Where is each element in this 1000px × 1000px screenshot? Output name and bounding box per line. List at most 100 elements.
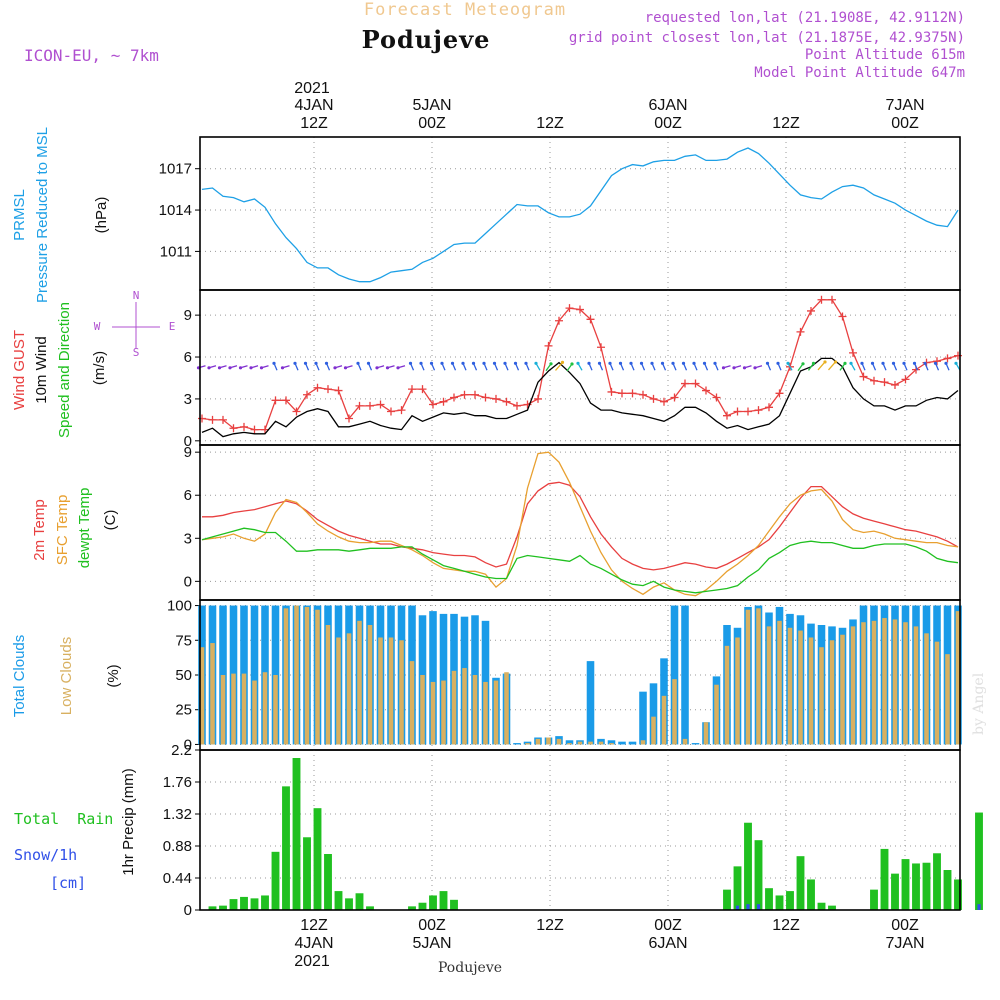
low-cloud-bar: [945, 654, 950, 745]
gust-point: [429, 400, 437, 409]
low-cloud-bar: [546, 737, 551, 745]
gust-point: [796, 327, 805, 336]
wind-arrow-head: [356, 361, 360, 365]
wind-arrow-head: [944, 361, 948, 365]
y-tick-label: 0: [184, 736, 192, 753]
gust-point: [502, 397, 511, 406]
low-cloud-bar: [703, 722, 709, 745]
low-cloud-bar: [430, 681, 436, 745]
y-tick-label: 6: [184, 349, 192, 366]
sfc-temp-label: SFC Temp: [54, 495, 71, 566]
wind-arrow-head: [534, 361, 538, 365]
rain-bar: [786, 891, 794, 910]
rain-bar: [912, 863, 920, 910]
rain-bar: [240, 896, 248, 910]
wind-arrow-head: [524, 361, 528, 365]
rain-bar: [943, 870, 952, 910]
top-date-label: 5JAN: [412, 97, 451, 114]
bottom-hour-label: 00Z: [891, 917, 919, 934]
low-cloud-bar: [955, 611, 961, 745]
low-cloud-bar: [252, 680, 257, 745]
low-cloud-bar: [283, 608, 289, 745]
wind-arrow-head: [776, 361, 780, 365]
requested-coords: requested lon,lat (21.1908E, 42.9112N): [645, 10, 965, 26]
wind-arrow-head: [471, 361, 476, 365]
wind-arrow-head: [860, 361, 864, 365]
y-tick-label: 0: [184, 433, 192, 450]
rain-bar: [880, 848, 889, 910]
wind-arrow-head: [833, 360, 838, 364]
wind-arrow-head: [492, 361, 497, 365]
y-tick-label: 1017: [159, 161, 192, 178]
wind-arrow-head: [881, 361, 885, 365]
y-tick-label: 0: [184, 902, 192, 919]
wind-arrow-head: [272, 361, 276, 365]
model-label: ICON-EU, ~ 7km: [24, 46, 159, 65]
snow-bar: [746, 904, 750, 910]
wind-arrow-head: [801, 362, 805, 366]
gust-point: [670, 393, 679, 402]
gust-point: [576, 305, 584, 314]
series-sfc-temp: [201, 451, 959, 597]
low-cloud-bar: [472, 675, 478, 745]
svg-text:W: W: [94, 320, 101, 333]
low-cloud-bar: [273, 675, 278, 745]
wind-arrow-head: [902, 361, 906, 365]
wind-arrow-head: [702, 361, 707, 365]
location-title: Podujeve: [362, 25, 491, 54]
rain-bar: [450, 899, 458, 910]
top-date-label: 6JAN: [648, 97, 687, 114]
gust-point: [691, 379, 700, 388]
gust-point: [859, 372, 868, 381]
gust-point: [733, 407, 742, 416]
rain-bar: [817, 902, 826, 910]
gust-point: [408, 385, 416, 394]
low-cloud-bar: [325, 625, 331, 745]
top-hour-label: 00Z: [891, 115, 919, 132]
gust-point: [838, 312, 847, 321]
rain-bar: [408, 906, 416, 910]
y-tick-label: 0.88: [163, 838, 192, 855]
model-altitude: Model Point Altitude 647m: [754, 65, 965, 81]
rain-bar: [292, 758, 301, 910]
y-tick-label: 3: [184, 391, 192, 408]
low-cloud-bar: [903, 622, 908, 745]
low-cloud-bar: [451, 670, 457, 745]
precip-unit-label: 1hr Precip (mm): [120, 768, 137, 876]
low-cloud-bar: [777, 620, 782, 745]
low-cloud-bar: [210, 643, 215, 745]
pressure-labels: PRMSL Pressure Reduced to MSL (hPa): [11, 127, 110, 303]
low-cloud-bar: [672, 679, 677, 745]
wind-arrow-head: [912, 361, 917, 365]
wind-arrow-head: [280, 366, 285, 370]
low-cloud-bar: [819, 647, 824, 745]
low-cloud-bar: [598, 741, 604, 745]
snow-legend: Snow/1h: [14, 846, 77, 864]
bottom-date-label: 6JAN: [648, 935, 687, 952]
gust-point: [292, 407, 301, 416]
total-cloud-label: Total Clouds: [11, 635, 28, 718]
wind-arrow-head: [732, 366, 736, 370]
dewpt-label: dewpt Temp: [76, 488, 93, 569]
bottom-hour-label: 12Z: [536, 917, 564, 934]
total-cloud-bar: [691, 743, 700, 745]
rain-bar: [250, 898, 259, 910]
wind-arrow-head: [549, 362, 553, 366]
low-cloud-bar: [535, 738, 541, 745]
wind-arrow-head: [618, 361, 623, 365]
low-cloud-bar: [420, 675, 425, 745]
wind-arrow-head: [923, 361, 927, 365]
gust-point: [492, 394, 500, 403]
wind-arrow-head: [597, 361, 602, 365]
rain-bar: [313, 808, 322, 910]
wind-arrow-head: [692, 361, 696, 365]
low-cloud-bar: [262, 672, 268, 745]
wind-arrow-head: [366, 361, 371, 365]
low-cloud-bar: [829, 640, 835, 745]
rain-bar: [345, 898, 353, 910]
low-cloud-bar: [661, 695, 667, 745]
low-cloud-bar: [315, 609, 320, 745]
low-cloud-bar: [231, 673, 236, 745]
total-cloud-bar: [429, 611, 437, 745]
wind-arrow-head: [849, 361, 853, 365]
